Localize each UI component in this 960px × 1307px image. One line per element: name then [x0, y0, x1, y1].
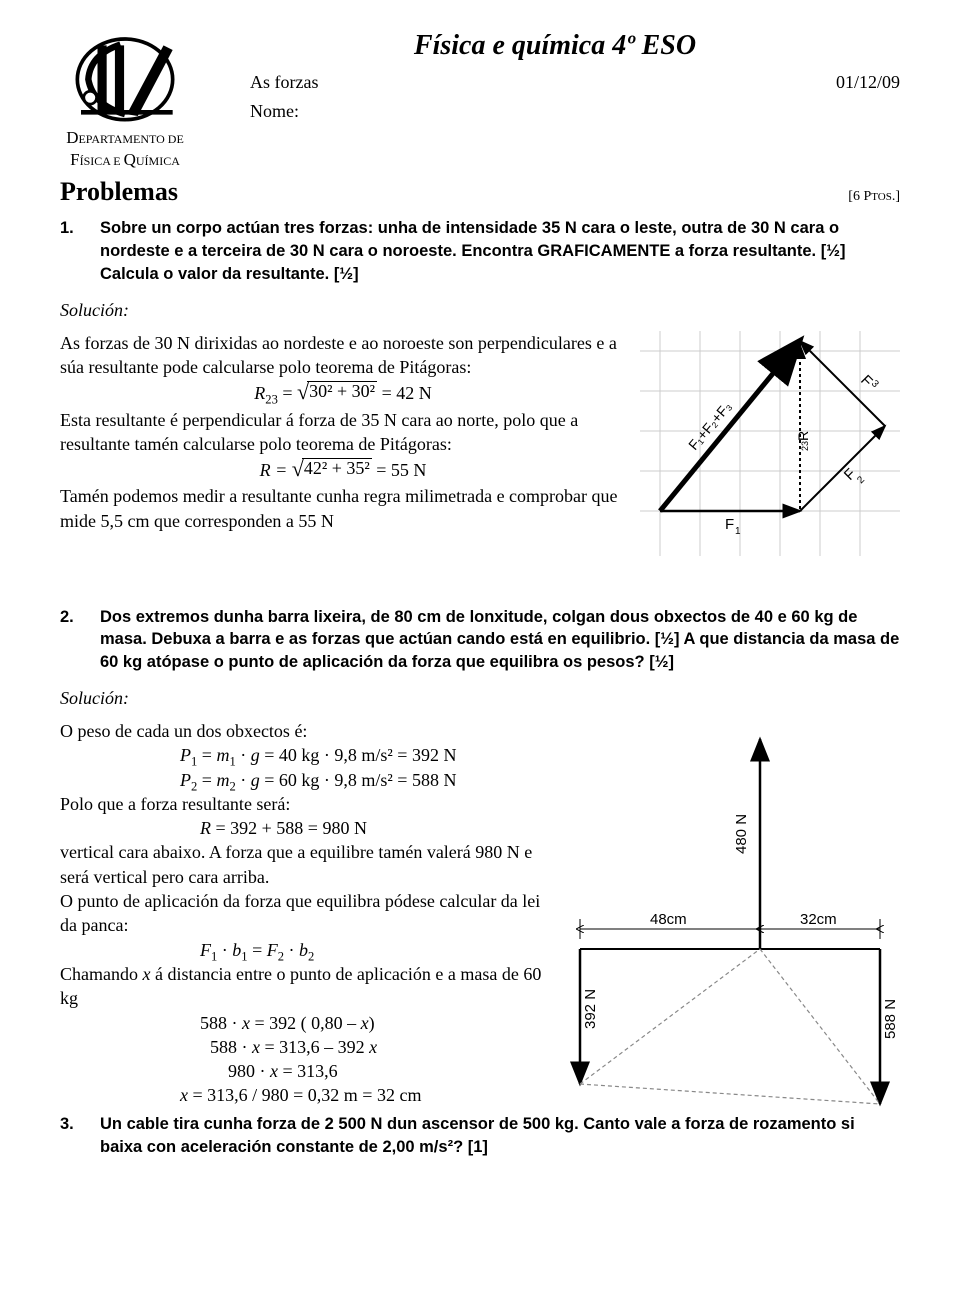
p1-eq1: R23 = √30² + 30² = 42 N [60, 381, 626, 405]
svg-text:588 N: 588 N [882, 999, 899, 1039]
svg-text:F: F [725, 516, 734, 533]
department-name: DEPARTAMENTO DE FÍSICA E QUÍMICA [60, 127, 190, 171]
section-title-text: Problemas [60, 177, 178, 207]
p2-eqP2: P2 = m2 · g = 60 kg · 9,8 m/s² = 588 N [180, 768, 546, 792]
problem-2-number: 2. [60, 606, 82, 674]
header-content: Física e química 4º ESO As forzas 01/12/… [210, 30, 900, 122]
p2-vert: vertical cara abaixo. A forza que a equi… [60, 840, 546, 889]
svg-text:23: 23 [800, 441, 810, 451]
svg-text:1: 1 [735, 526, 741, 537]
p2-eq-a: 588 · x = 392 ( 0,80 – x) [200, 1011, 546, 1035]
problem-2-text: Dos extremos dunha barra lixeira, de 80 … [100, 606, 900, 674]
section-points: [6 PTOS.] [848, 189, 900, 205]
date-label: 01/12/09 [836, 72, 900, 93]
p2-polo: Polo que a forza resultante será: [60, 792, 546, 816]
problem-2-diagram: 480 N 392 N 588 N 48cm [560, 719, 900, 1109]
problem-1-body: As forzas de 30 N dirixidas ao nordeste … [60, 331, 900, 556]
problem-1: 1. Sobre un corpo actúan tres forzas: un… [60, 217, 900, 285]
p2-eqF: F1 · b1 = F2 · b2 [200, 938, 546, 962]
dept-line2: FÍSICA E QUÍMICA [70, 154, 180, 169]
svg-text:32cm: 32cm [800, 911, 837, 928]
nome-label: Nome: [250, 101, 900, 122]
svg-text:2: 2 [855, 474, 867, 486]
p2-punto: O punto de aplicación da forza que equil… [60, 889, 546, 938]
subject-label: As forzas [250, 72, 318, 93]
problem-2-body: O peso de cada un dos obxectos é: P1 = m… [60, 719, 900, 1109]
page-header: DEPARTAMENTO DE FÍSICA E QUÍMICA Física … [60, 30, 900, 171]
problem-2-solution-text: O peso de cada un dos obxectos é: P1 = m… [60, 719, 546, 1108]
problem-2: 2. Dos extremos dunha barra lixeira, de … [60, 606, 900, 674]
section-heading: Problemas [6 PTOS.] [60, 177, 900, 207]
svg-text:F: F [841, 465, 860, 484]
problem-1-number: 1. [60, 217, 82, 285]
problem-3-number: 3. [60, 1113, 82, 1159]
p2-eqP1: P1 = m1 · g = 40 kg · 9,8 m/s² = 392 N [180, 743, 546, 767]
p1-para3: Tamén podemos medir a resultante cunha r… [60, 484, 626, 533]
p1-para1: As forzas de 30 N dirixidas ao nordeste … [60, 331, 626, 380]
p2-eq-b: 588 · x = 313,6 – 392 x [210, 1035, 546, 1059]
svg-text:480 N: 480 N [733, 814, 750, 854]
p2-eqR: R = 392 + 588 = 980 N [200, 816, 546, 840]
p1-eq2: R = √42² + 35² = 55 N [60, 458, 626, 482]
p2-eq-c: 980 · x = 313,6 [228, 1059, 546, 1083]
dept-line1: DEPARTAMENTO DE [66, 132, 184, 147]
problem-2-solution-label: Solución: [60, 688, 900, 709]
p2-cham: Chamando x á distancia entre o punto de … [60, 962, 546, 1011]
problem-1-text: Sobre un corpo actúan tres forzas: unha … [100, 217, 900, 285]
document-title: Física e química 4º ESO [210, 30, 900, 62]
svg-text:R: R [795, 431, 811, 441]
logo-column: DEPARTAMENTO DE FÍSICA E QUÍMICA [60, 30, 190, 171]
p2-intro: O peso de cada un dos obxectos é: [60, 719, 546, 743]
department-logo [70, 30, 180, 125]
problem-3-text: Un cable tira cunha forza de 2 500 N dun… [100, 1113, 900, 1159]
p2-eq-d: x = 313,6 / 980 = 0,32 m = 32 cm [180, 1083, 546, 1107]
problem-3: 3. Un cable tira cunha forza de 2 500 N … [60, 1113, 900, 1159]
svg-text:48cm: 48cm [650, 911, 687, 928]
problem-1-solution-label: Solución: [60, 300, 900, 321]
svg-text:392 N: 392 N [582, 989, 599, 1029]
problem-1-solution-text: As forzas de 30 N dirixidas ao nordeste … [60, 331, 626, 533]
p1-para2: Esta resultante é perpendicular á forza … [60, 408, 626, 457]
problem-1-diagram: F1 F 2 F 3 R 23 F₁+F₂+F₃ [640, 331, 900, 556]
